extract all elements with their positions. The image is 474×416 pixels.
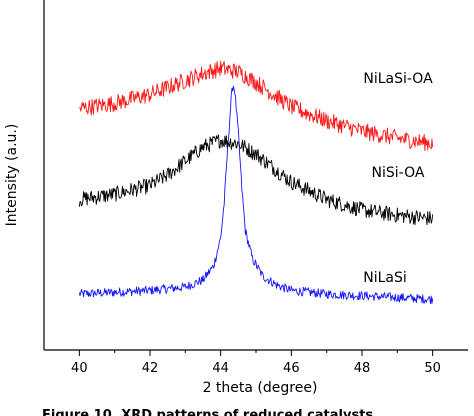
x-tick-label-2: 44 xyxy=(212,361,229,376)
x-axis-title: 2 theta (degree) xyxy=(203,380,318,396)
series-line-nilasi xyxy=(78,85,434,305)
x-ticks: 40 42 44 46 48 50 xyxy=(71,350,441,376)
series-label-nisi-oa: NiSi-OA xyxy=(372,165,425,181)
x-tick-label-4: 48 xyxy=(354,361,371,376)
x-tick-label-5: 50 xyxy=(424,361,441,376)
series-label-nilasi-oa: NiLaSi-OA xyxy=(363,71,433,87)
series-line-nilasi-oa xyxy=(79,60,434,152)
figure-caption: Figure 10. XRD patterns of reduced catal… xyxy=(42,408,373,416)
y-axis-title: Intensity (a.u.) xyxy=(4,124,20,227)
series-label-nilasi: NiLaSi xyxy=(363,270,407,286)
x-tick-label-0: 40 xyxy=(71,361,88,376)
x-tick-label-1: 42 xyxy=(142,361,159,376)
series-group xyxy=(78,60,434,305)
series-line-nisi-oa xyxy=(78,134,434,226)
x-tick-label-3: 46 xyxy=(283,361,300,376)
